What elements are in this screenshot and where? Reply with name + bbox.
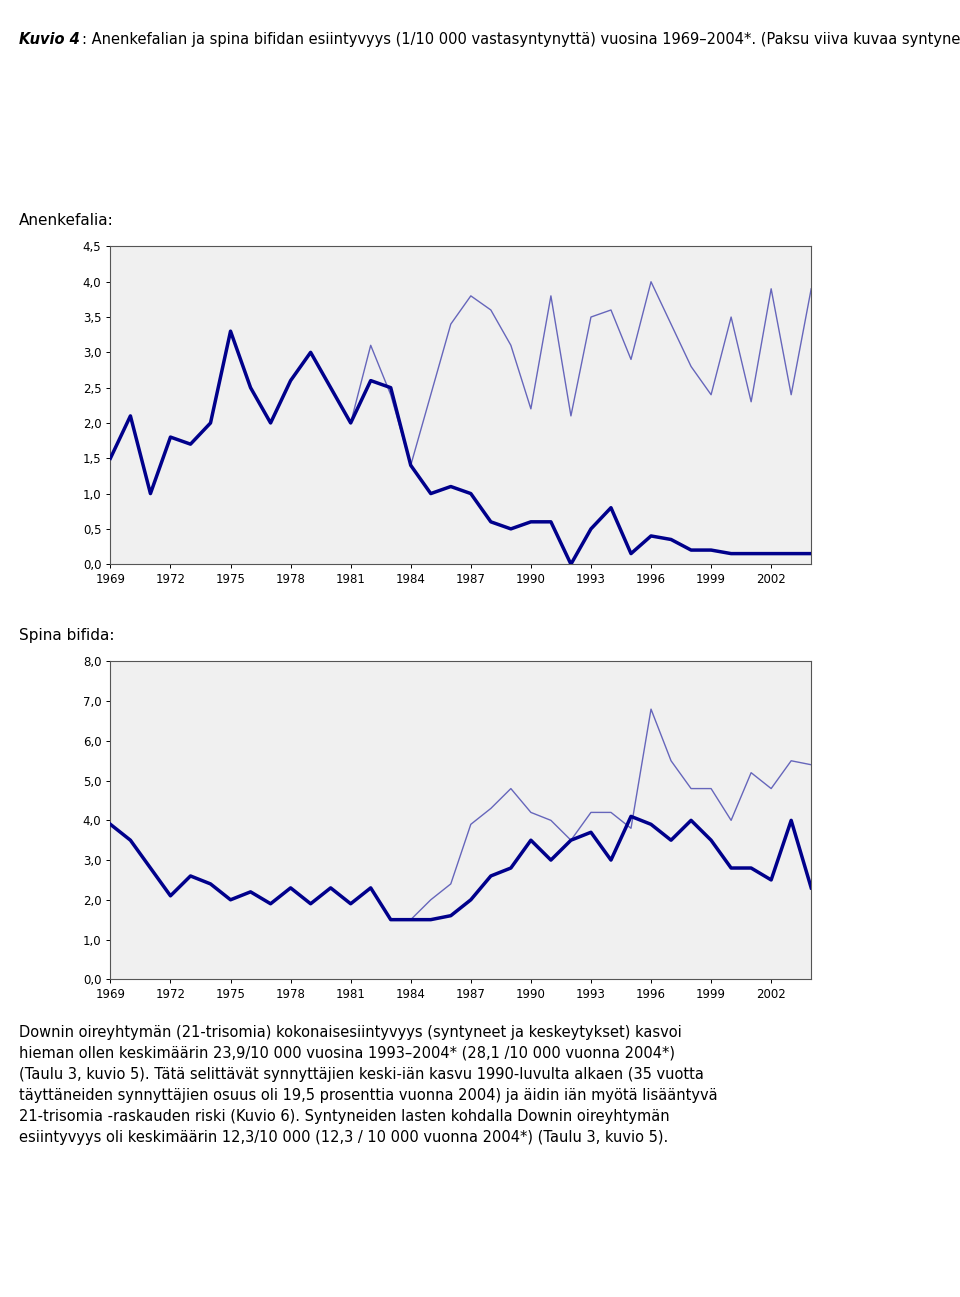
Text: : Anenkefalian ja spina bifidan esiintyvyys (1/10 000 vastasyntynyttä) vuosina 1: : Anenkefalian ja spina bifidan esiintyv… — [82, 32, 960, 48]
Text: Spina bifida:: Spina bifida: — [19, 628, 114, 643]
Text: Downin oireyhtymän (21-trisomia) kokonaisesiintyvyys (syntyneet ja keskeytykset): Downin oireyhtymän (21-trisomia) kokonai… — [19, 1025, 718, 1145]
Text: Kuvio 4: Kuvio 4 — [19, 32, 80, 48]
Text: Anenkefalia:: Anenkefalia: — [19, 213, 114, 228]
